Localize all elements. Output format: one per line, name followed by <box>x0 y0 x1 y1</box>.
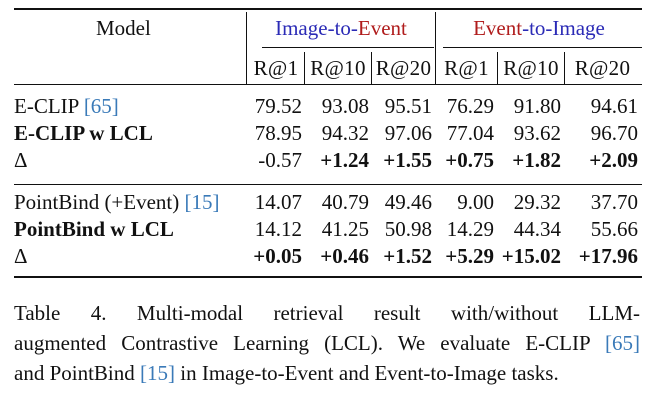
table-cell: 14.07 <box>254 190 302 214</box>
header-event-word: Event <box>357 16 407 40</box>
table-cell: 37.70 <box>590 190 638 214</box>
table-cell: 29.32 <box>513 190 561 214</box>
caption-line: Table 4. Multi-modal retrieval result wi… <box>14 301 640 325</box>
caption-line: and PointBind [15] in Image-to-Event and… <box>14 358 640 388</box>
metric-separator <box>497 52 498 84</box>
table-cell: 40.79 <box>321 190 369 214</box>
table-cell: 9.00 <box>457 190 494 214</box>
model-name-text: PointBind w LCL <box>14 217 174 241</box>
group1-rule <box>262 47 434 48</box>
model-name-text: E-CLIP w LCL <box>14 121 153 145</box>
group-separator <box>435 12 436 84</box>
table-cell: 14.29 <box>446 217 494 241</box>
table-bottom-rule <box>14 276 642 278</box>
metric-header: R@1 <box>253 56 299 80</box>
model-name: PointBind w LCL <box>14 217 174 241</box>
model-column-separator <box>246 12 247 84</box>
header-rule <box>14 84 642 85</box>
model-name: PointBind (+Event) [15] <box>14 190 220 214</box>
citation-link[interactable]: [15] <box>184 190 220 214</box>
metric-header: R@1 <box>444 56 489 80</box>
table-cell: 96.70 <box>590 121 638 145</box>
table-cell: +1.55 <box>383 148 432 172</box>
table-cell: +2.09 <box>589 148 638 172</box>
caption-line: augmented Contrastive Learning (LCL). We… <box>14 328 640 358</box>
table-cell: 94.32 <box>321 121 369 145</box>
model-name-text: Δ <box>14 244 28 268</box>
caption-text: and PointBind <box>14 361 141 385</box>
model-name: Δ <box>14 148 28 172</box>
table-cell: 41.25 <box>321 217 369 241</box>
event-to-image-header: Event-to-Image <box>436 16 642 40</box>
table-cell: 95.51 <box>384 94 432 118</box>
table-cell: +1.24 <box>320 148 369 172</box>
table-cell: 49.46 <box>384 190 432 214</box>
metric-header: R@10 <box>310 56 366 80</box>
table-cell: +5.29 <box>445 244 494 268</box>
table-caption: Table 4. Multi-modal retrieval result wi… <box>14 298 640 388</box>
group2-rule <box>443 47 642 48</box>
header-to-word: -to- <box>327 16 358 40</box>
table-cell: -0.57 <box>258 148 302 172</box>
table-cell: +1.82 <box>512 148 561 172</box>
table-cell: 14.12 <box>254 217 302 241</box>
header-image-word: Image <box>275 16 328 40</box>
table-cell: 94.61 <box>590 94 638 118</box>
table-cell: +0.75 <box>445 148 494 172</box>
metric-header: R@20 <box>375 56 432 80</box>
citation-link[interactable]: [15] <box>140 361 176 385</box>
metric-header: R@10 <box>503 56 559 80</box>
metric-header: R@20 <box>574 56 631 80</box>
model-name: E-CLIP [65] <box>14 94 119 118</box>
table-cell: 97.06 <box>384 121 432 145</box>
table-cell: +0.05 <box>253 244 302 268</box>
header-event-word: Event <box>473 16 523 40</box>
table-cell: 77.04 <box>446 121 494 145</box>
table-cell: +17.96 <box>578 244 638 268</box>
table-cell: 55.66 <box>590 217 638 241</box>
model-name: Δ <box>14 244 28 268</box>
citation-link[interactable]: [65] <box>83 94 119 118</box>
table-cell: 91.80 <box>513 94 561 118</box>
metric-separator <box>371 52 372 84</box>
table-cell: +0.46 <box>320 244 369 268</box>
table-cell: 76.29 <box>446 94 494 118</box>
table-cell: 93.62 <box>513 121 561 145</box>
table-cell: 79.52 <box>254 94 302 118</box>
table-cell: 44.34 <box>513 217 561 241</box>
table-cell: 93.08 <box>321 94 369 118</box>
citation-link[interactable]: [65] <box>605 331 640 355</box>
metric-separator <box>304 52 305 84</box>
caption-text: in Image-to-Event and Event-to-Image tas… <box>175 361 559 385</box>
section-rule <box>14 184 642 185</box>
header-image-word: Image <box>552 16 605 40</box>
model-name-text: E-CLIP <box>14 94 84 118</box>
table-cell: +1.52 <box>383 244 432 268</box>
model-name: E-CLIP w LCL <box>14 121 153 145</box>
table-top-rule <box>14 8 642 10</box>
caption-text: augmented Contrastive Learning (LCL). We… <box>14 331 605 355</box>
table-cell: 78.95 <box>254 121 302 145</box>
model-header: Model <box>96 16 151 40</box>
image-to-event-header: Image-to-Event <box>247 16 435 40</box>
header-to-word: -to- <box>522 16 553 40</box>
metric-separator <box>564 52 565 84</box>
model-name-text: Δ <box>14 148 28 172</box>
model-name-text: PointBind (+Event) <box>14 190 185 214</box>
table-cell: 50.98 <box>384 217 432 241</box>
table-cell: +15.02 <box>501 244 561 268</box>
